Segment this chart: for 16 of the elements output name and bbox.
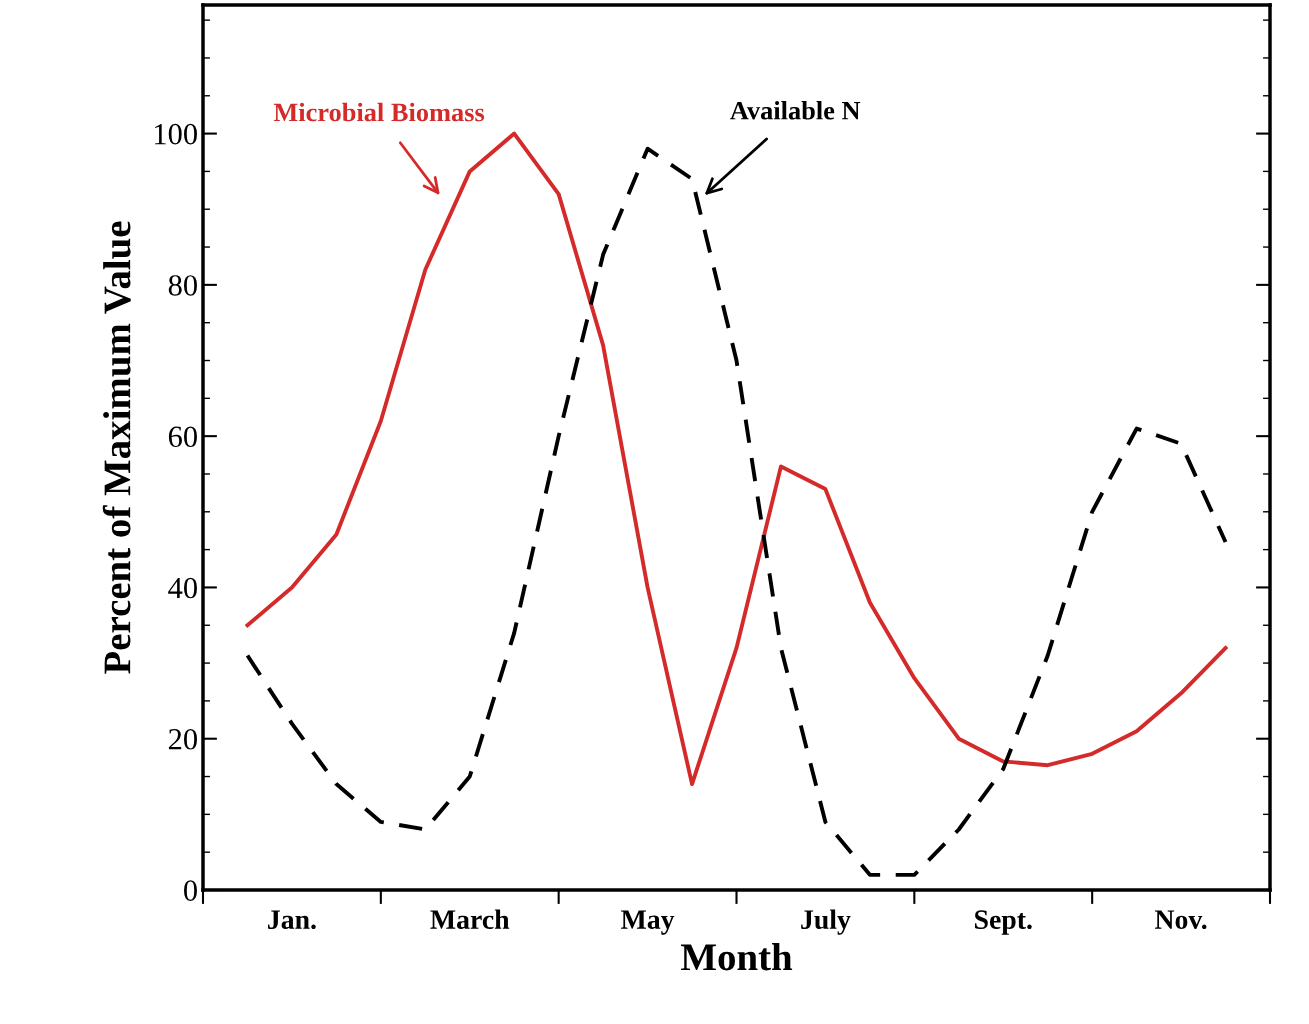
annotation: Microbial Biomass <box>273 102 485 122</box>
y-tick-label: 20 <box>168 729 197 750</box>
x-tick-label: Jan. <box>268 910 316 930</box>
x-axis-title: Month <box>680 943 793 971</box>
x-tick-label: Sept. <box>975 910 1032 935</box>
y-tick-label: 100 <box>154 123 197 145</box>
x-tick-label: July <box>801 909 851 935</box>
annotation: Available N <box>730 101 861 120</box>
x-tick-label: May <box>621 910 675 935</box>
x-tick-label: Nov. <box>1154 910 1207 930</box>
y-tick-label: 40 <box>168 577 197 599</box>
x-tick-label: March <box>430 909 510 929</box>
y-axis-title: Percent of Maximum Value <box>102 221 131 674</box>
y-tick-label: 80 <box>168 275 197 296</box>
y-tick-label: 60 <box>168 426 197 448</box>
y-tick-label: 0 <box>184 880 197 901</box>
